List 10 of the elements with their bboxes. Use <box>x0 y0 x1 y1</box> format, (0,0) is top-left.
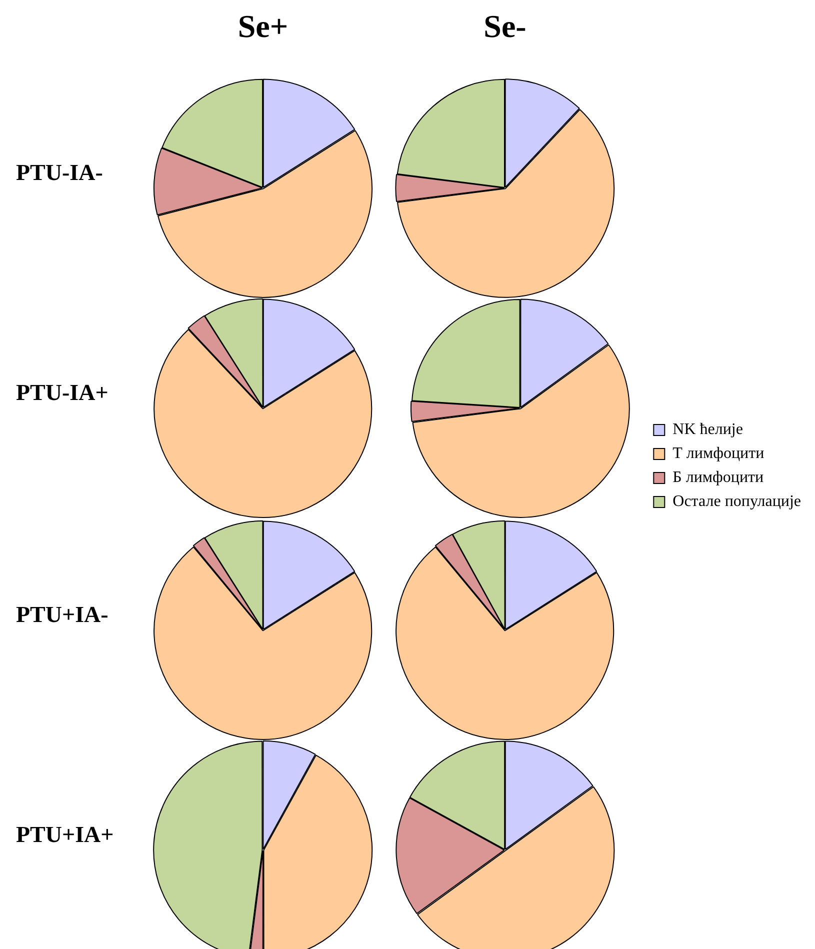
text: PTU-IA+ <box>16 380 108 406</box>
chart-title: Se- <box>482 8 528 45</box>
legend-label: Т лимфоцити <box>672 445 765 462</box>
chart-title: Se+ <box>236 8 290 45</box>
text: PTU+IA+ <box>16 822 114 848</box>
legend-label: Остале популације <box>672 493 802 510</box>
legend-label: Б лимфоцити <box>672 469 764 486</box>
legend-label: NK ћелије <box>672 421 743 438</box>
text: PTU+IA- <box>16 602 108 628</box>
text: PTU-IA- <box>16 160 103 186</box>
